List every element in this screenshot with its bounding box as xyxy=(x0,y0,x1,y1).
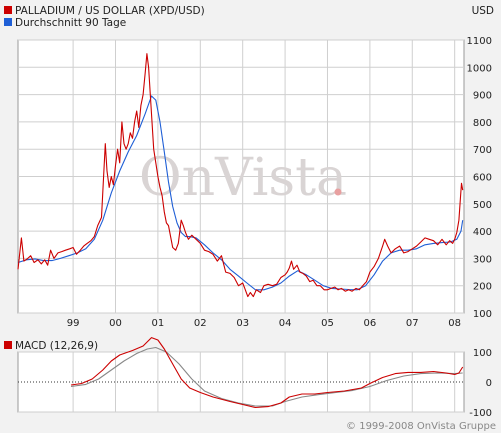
macd-lines xyxy=(70,337,464,409)
y-tick-label: 800 xyxy=(473,118,492,129)
legend: PALLADIUM / US DOLLAR (XPD/USD) Durchsch… xyxy=(4,5,494,29)
series-line-1 xyxy=(17,95,464,291)
x-tick-label: 07 xyxy=(406,318,419,329)
legend-swatch-macd xyxy=(4,341,12,349)
y-tick-label: 200 xyxy=(473,282,492,293)
y-tick-label: 600 xyxy=(473,173,492,184)
y-tick-label: 100 xyxy=(473,348,492,359)
x-tick-label: 05 xyxy=(321,318,334,329)
x-tick-label: 02 xyxy=(194,318,207,329)
y-tick-label: 400 xyxy=(473,227,492,238)
price-x-axis: 99 00 01 02 03 04 05 06 07 08 xyxy=(67,318,461,329)
price-y-axis: 100 200 300 400 500 600 700 800 900 1000 1100 xyxy=(467,36,492,320)
y-tick-label: 700 xyxy=(473,145,492,156)
price-lines xyxy=(17,53,464,298)
currency-label: USD xyxy=(472,5,494,17)
watermark: OnVista xyxy=(139,148,347,208)
y-tick-label: 1100 xyxy=(467,36,492,47)
price-panel: OnVista 10020030040050060070080090010001… xyxy=(17,36,492,329)
legend-swatch-palladium xyxy=(4,6,12,14)
y-tick-label: 300 xyxy=(473,254,492,265)
x-tick-label: 01 xyxy=(152,318,165,329)
y-tick-label: 100 xyxy=(473,309,492,320)
y-tick-label: 1000 xyxy=(467,63,492,74)
legend-label-palladium: PALLADIUM / US DOLLAR (XPD/USD) xyxy=(15,5,205,17)
legend-label-average: Durchschnitt 90 Tage xyxy=(15,17,126,29)
price-grid xyxy=(18,39,464,314)
x-tick-label: 04 xyxy=(279,318,292,329)
x-tick-label: 08 xyxy=(448,318,461,329)
series-line-0 xyxy=(17,53,464,298)
copyright: © 1999-2008 OnVista Gruppe xyxy=(346,421,496,432)
watermark-dot xyxy=(334,188,342,196)
y-tick-label: 900 xyxy=(473,91,492,102)
x-tick-label: 03 xyxy=(236,318,249,329)
legend-label-macd: MACD (12,26,9) xyxy=(15,340,98,352)
y-tick-label: 0 xyxy=(486,378,492,389)
y-tick-label: -100 xyxy=(469,408,492,419)
y-tick-label: 500 xyxy=(473,200,492,211)
x-tick-label: 06 xyxy=(364,318,377,329)
x-tick-label: 00 xyxy=(109,318,122,329)
series-line-1 xyxy=(70,346,463,407)
legend-swatch-average xyxy=(4,18,12,26)
macd-y-axis: -100 0 100 xyxy=(469,348,492,419)
macd-grid xyxy=(18,351,464,413)
series-line-0 xyxy=(70,337,464,409)
x-tick-label: 99 xyxy=(67,318,80,329)
macd-panel: -100 0 100 MACD (12,26,9) xyxy=(4,337,492,419)
